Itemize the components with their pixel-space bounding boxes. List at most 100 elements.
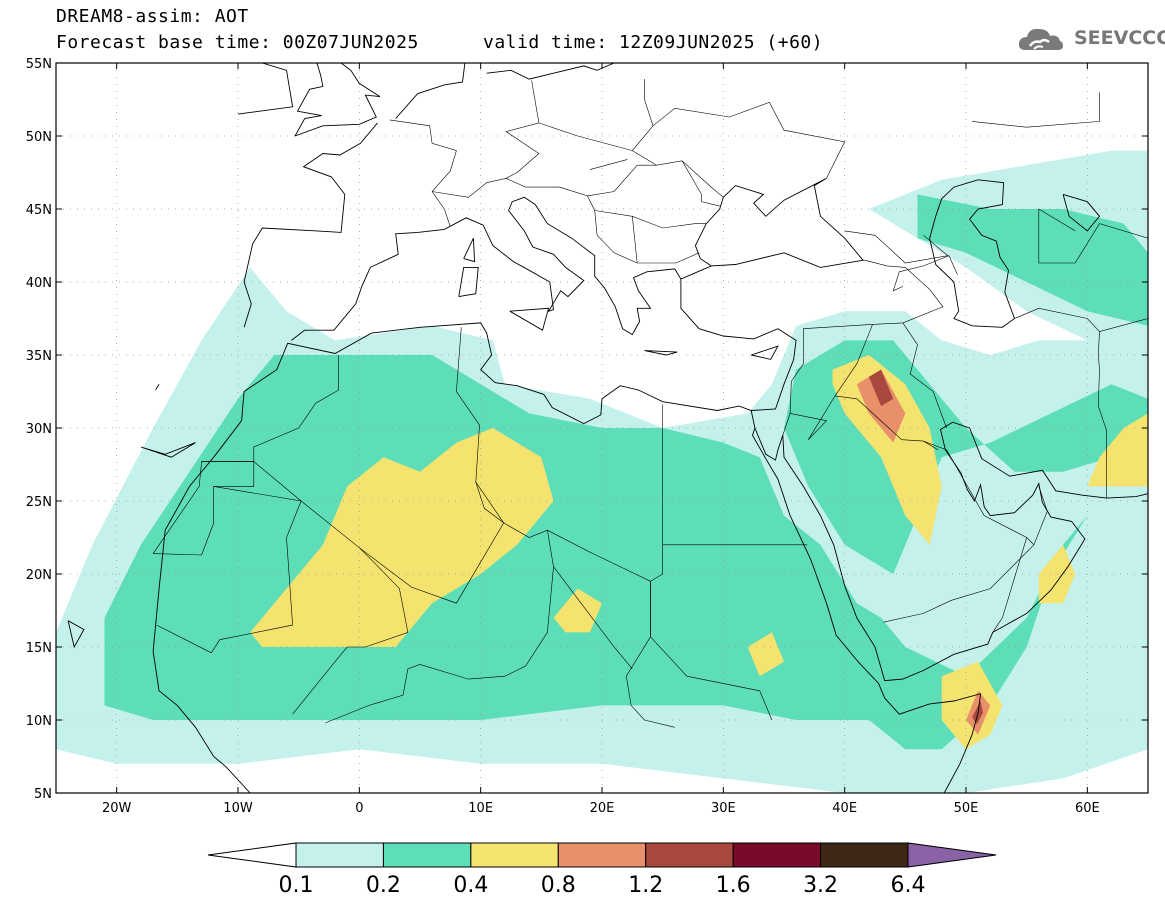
country-border xyxy=(594,210,633,217)
coastline xyxy=(782,421,1148,682)
cloud-logo-icon xyxy=(1018,28,1063,50)
coastline xyxy=(237,63,294,115)
lat-tick-label: 10N xyxy=(26,714,52,729)
colorbar-label: 1.2 xyxy=(628,873,663,898)
coastline xyxy=(152,252,865,652)
colorbar-swatch xyxy=(645,842,734,868)
country-border xyxy=(1033,486,1048,545)
country-border xyxy=(505,122,720,207)
aot-region-1.2-15 xyxy=(868,369,894,407)
seevccc-logo: SEEVCCC xyxy=(1016,22,1165,58)
lat-tick-label: 15N xyxy=(26,641,52,656)
colorbar-label: 0.8 xyxy=(541,873,576,898)
lat-tick-label: 40N xyxy=(26,276,52,291)
country-border xyxy=(475,481,504,524)
coastline xyxy=(294,63,324,137)
lat-tick-label: 45N xyxy=(26,203,52,218)
lat-tick-label: 50N xyxy=(26,130,52,145)
lon-tick-label: 10E xyxy=(468,801,493,816)
aot-region-0.4-9 xyxy=(747,632,784,677)
country-border xyxy=(681,160,724,198)
coastline xyxy=(463,238,476,263)
coastline xyxy=(509,307,550,331)
aot-region-0.2-2 xyxy=(104,355,1088,750)
coastline xyxy=(458,266,479,298)
coastline xyxy=(751,345,779,360)
country-border xyxy=(782,259,944,436)
country-border xyxy=(531,80,540,123)
lon-tick-label: 10W xyxy=(223,801,253,816)
colorbar-swatch xyxy=(470,842,559,868)
aot-region-0.4-10 xyxy=(553,588,602,633)
country-border xyxy=(652,102,846,179)
valid-time: valid time: 12Z09JUN2025 (+60) xyxy=(483,32,824,53)
coastline xyxy=(694,177,864,267)
colorbar-swatch xyxy=(820,842,909,868)
country-border xyxy=(292,547,409,715)
lon-tick-label: 40E xyxy=(832,801,857,816)
coastline xyxy=(152,651,251,793)
colorbar-label: 6.4 xyxy=(891,873,926,898)
colorbar-swatch xyxy=(382,842,472,868)
colorbar-swatch xyxy=(732,842,822,868)
colorbar-high-extend xyxy=(907,842,997,868)
aot-region-0.4-6 xyxy=(250,428,554,647)
colorbar-swatch xyxy=(557,842,647,868)
lon-tick-label: 0 xyxy=(355,801,363,816)
logo-text: SEEVCCC xyxy=(1074,27,1165,49)
colorbar: 0.1 0.2 0.4 0.8 1.2 1.6 3.2 6.4 xyxy=(207,842,997,898)
coastlines-borders xyxy=(67,63,1148,793)
lat-tick-label: 30N xyxy=(26,422,52,437)
coastline xyxy=(140,442,196,458)
grid-lines xyxy=(56,63,1148,793)
colorbar-label: 3.2 xyxy=(803,873,838,898)
country-border xyxy=(547,529,651,582)
country-border xyxy=(253,327,505,604)
country-border xyxy=(902,322,947,429)
coastline xyxy=(644,350,678,356)
aot-field-layer xyxy=(56,150,1148,793)
lat-tick-label: 35N xyxy=(26,349,52,364)
chart-title: DREAM8-assim: AOT xyxy=(56,6,249,27)
aot-region-0.4-7 xyxy=(832,355,942,545)
country-border xyxy=(625,404,675,728)
coastline xyxy=(486,63,615,80)
lon-tick-label: 30E xyxy=(711,801,736,816)
country-border xyxy=(631,215,707,264)
axis-ticks: 20W 10W 0 10E 20E 30E 40E 50E 60E 55N 50N 45N 40N 35N… xyxy=(26,57,1148,816)
coastline xyxy=(67,620,85,649)
country-border xyxy=(589,159,628,170)
country-border xyxy=(156,486,302,654)
aot-region-1.2-16 xyxy=(972,701,983,725)
coastline xyxy=(754,427,784,461)
coastline xyxy=(929,179,1016,328)
country-border xyxy=(892,255,958,292)
colorbar-label: 0.1 xyxy=(279,873,314,898)
lon-tick-label: 20W xyxy=(102,801,132,816)
coastline xyxy=(1062,193,1101,232)
colorbar-label: 0.4 xyxy=(453,873,488,898)
aot-region-0.8-13 xyxy=(856,369,906,443)
lon-tick-label: 50E xyxy=(954,801,979,816)
colorbar-low-extend xyxy=(207,842,297,868)
coastline xyxy=(155,383,160,391)
colorbar-swatch xyxy=(295,842,384,868)
country-border xyxy=(587,164,657,197)
forecast-base-time: Forecast base time: 00Z07JUN2025 xyxy=(56,32,419,53)
coastline xyxy=(294,63,381,137)
aot-region-0.4-12 xyxy=(1087,413,1148,487)
country-border xyxy=(1099,318,1148,332)
coastline xyxy=(243,122,378,328)
lat-tick-label: 25N xyxy=(26,495,52,510)
country-border xyxy=(844,230,949,264)
country-border xyxy=(1014,307,1100,356)
country-border xyxy=(992,537,1027,633)
coastline xyxy=(291,196,682,341)
country-border xyxy=(1038,208,1148,264)
country-border xyxy=(152,355,339,554)
lon-tick-label: 60E xyxy=(1075,801,1100,816)
lat-tick-label: 55N xyxy=(26,57,52,72)
country-border xyxy=(553,566,633,670)
country-border xyxy=(650,581,773,721)
